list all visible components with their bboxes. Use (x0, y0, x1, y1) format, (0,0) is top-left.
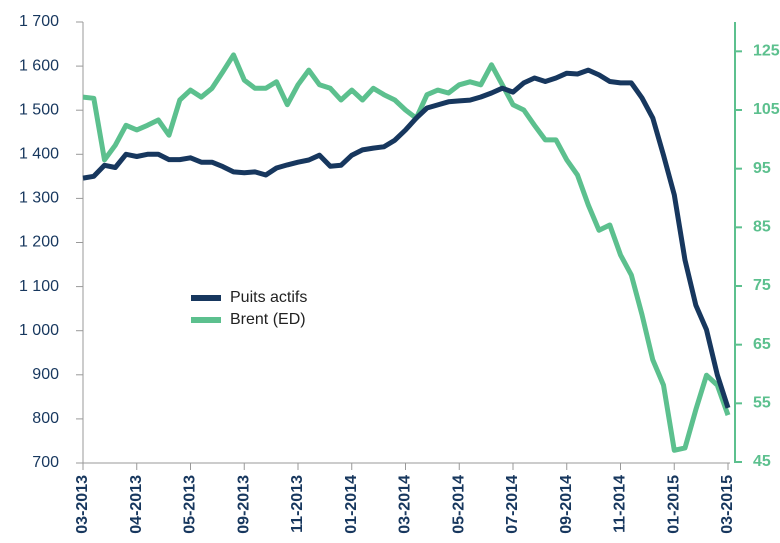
legend-label: Brent (ED) (230, 311, 306, 328)
y2-tick-label: 45 (753, 453, 771, 470)
x-tick-label: 11-2013 (289, 475, 306, 533)
y-tick-label: 900 (32, 366, 59, 383)
y2-tick-label: 75 (753, 277, 771, 294)
x-tick-label: 05-2013 (182, 475, 199, 534)
y-tick-label: 700 (32, 454, 59, 471)
y2-tick-label: 125 (753, 43, 780, 60)
legend-label: Puits actifs (230, 289, 307, 306)
y-tick-label: 1 400 (19, 146, 59, 163)
y-tick-label: 1 600 (19, 57, 59, 74)
y-tick-label: 1 000 (19, 322, 59, 339)
y2-tick-label: 95 (753, 160, 771, 177)
x-tick-label: 03-2015 (719, 475, 736, 534)
x-tick-label: 07-2014 (504, 475, 521, 534)
x-tick-label: 11-2014 (612, 475, 629, 533)
y-tick-label: 1 700 (19, 13, 59, 30)
x-tick-label: 03-2014 (397, 475, 414, 534)
y2-tick-label: 65 (753, 336, 771, 353)
series-line (82, 67, 731, 409)
y-tick-label: 1 300 (19, 190, 59, 207)
y-tick-label: 1 500 (19, 101, 59, 118)
x-tick-label: 05-2014 (450, 475, 467, 534)
x-tick-label: 09-2013 (235, 475, 252, 534)
y-tick-label: 800 (32, 410, 59, 427)
x-tick-label: 09-2014 (558, 475, 575, 534)
y-tick-label: 1 100 (19, 278, 59, 295)
series-line (82, 52, 731, 453)
y-tick-label: 1 200 (19, 234, 59, 251)
y2-tick-label: 85 (753, 219, 771, 236)
x-tick-label: 01-2015 (665, 475, 682, 534)
x-tick-label: 03-2013 (74, 475, 91, 534)
x-tick-label: 04-2013 (128, 475, 145, 534)
y2-tick-label: 55 (753, 395, 771, 412)
y2-tick-label: 105 (753, 101, 780, 118)
x-tick-label: 01-2014 (343, 475, 360, 534)
